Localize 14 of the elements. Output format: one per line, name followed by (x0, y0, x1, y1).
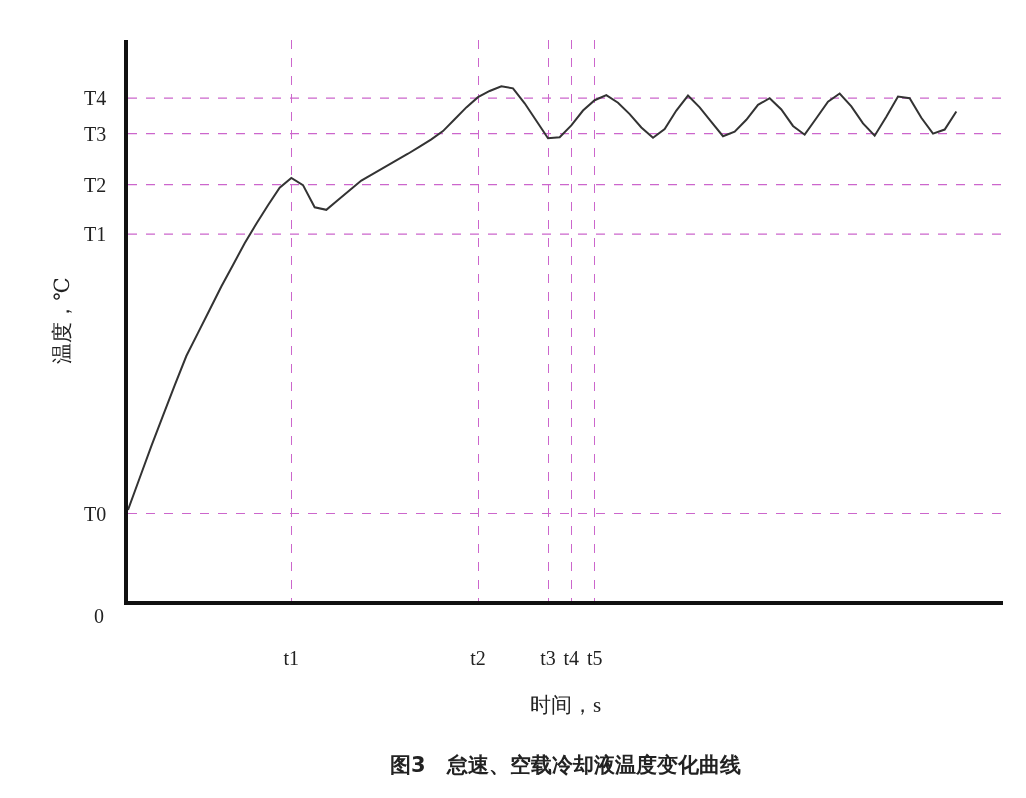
x-axis-title: 时间，s (529, 692, 602, 717)
x-tick-label: t5 (586, 647, 603, 669)
x-tick-label: t4 (563, 647, 580, 669)
x-tick-label: t1 (283, 647, 300, 669)
ref-line-label: T1 (84, 223, 107, 245)
y-axis-title: 温度，℃ (49, 277, 74, 364)
ref-line-label: T0 (84, 503, 107, 525)
ref-line-label: T4 (84, 87, 107, 109)
x-tick-label: t2 (470, 647, 486, 669)
ref-line-label: T2 (84, 174, 107, 196)
x-tick-label: t3 (540, 647, 556, 669)
text: 0 (94, 605, 104, 627)
text: 图3 怠速、空载冷却液温度变化曲线 (390, 753, 741, 777)
ref-line-label: T3 (84, 123, 107, 145)
